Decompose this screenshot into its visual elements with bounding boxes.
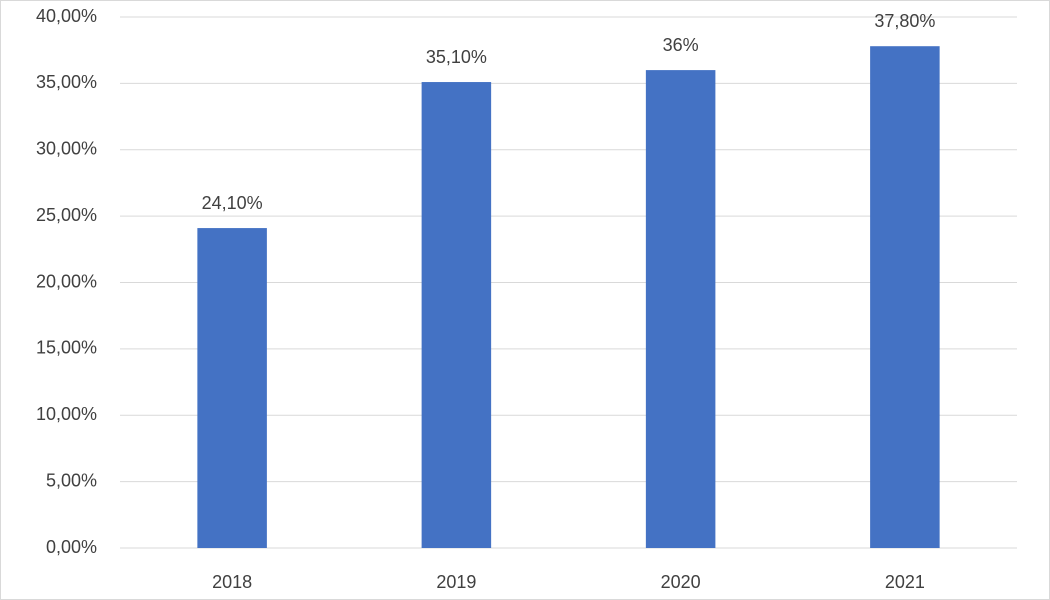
bar xyxy=(645,70,716,548)
y-tick-label: 25,00% xyxy=(36,205,97,225)
y-tick-label: 30,00% xyxy=(36,139,97,159)
x-tick-label: 2018 xyxy=(212,572,252,592)
value-label: 36% xyxy=(663,35,699,55)
bar xyxy=(870,46,940,548)
value-label: 37,80% xyxy=(874,11,935,31)
y-tick-label: 5,00% xyxy=(46,470,97,490)
bar xyxy=(421,82,492,549)
y-tick-label: 35,00% xyxy=(36,72,97,92)
y-tick-label: 20,00% xyxy=(36,271,97,291)
bar xyxy=(197,228,267,548)
x-tick-label: 2020 xyxy=(661,572,701,592)
x-tick-label: 2019 xyxy=(436,572,476,592)
y-tick-label: 40,00% xyxy=(36,6,97,26)
value-label: 35,10% xyxy=(426,47,487,67)
x-tick-label: 2021 xyxy=(885,572,925,592)
y-tick-label: 10,00% xyxy=(36,404,97,424)
value-label: 24,10% xyxy=(202,193,263,213)
y-tick-label: 15,00% xyxy=(36,338,97,358)
y-tick-label: 0,00% xyxy=(46,537,97,557)
